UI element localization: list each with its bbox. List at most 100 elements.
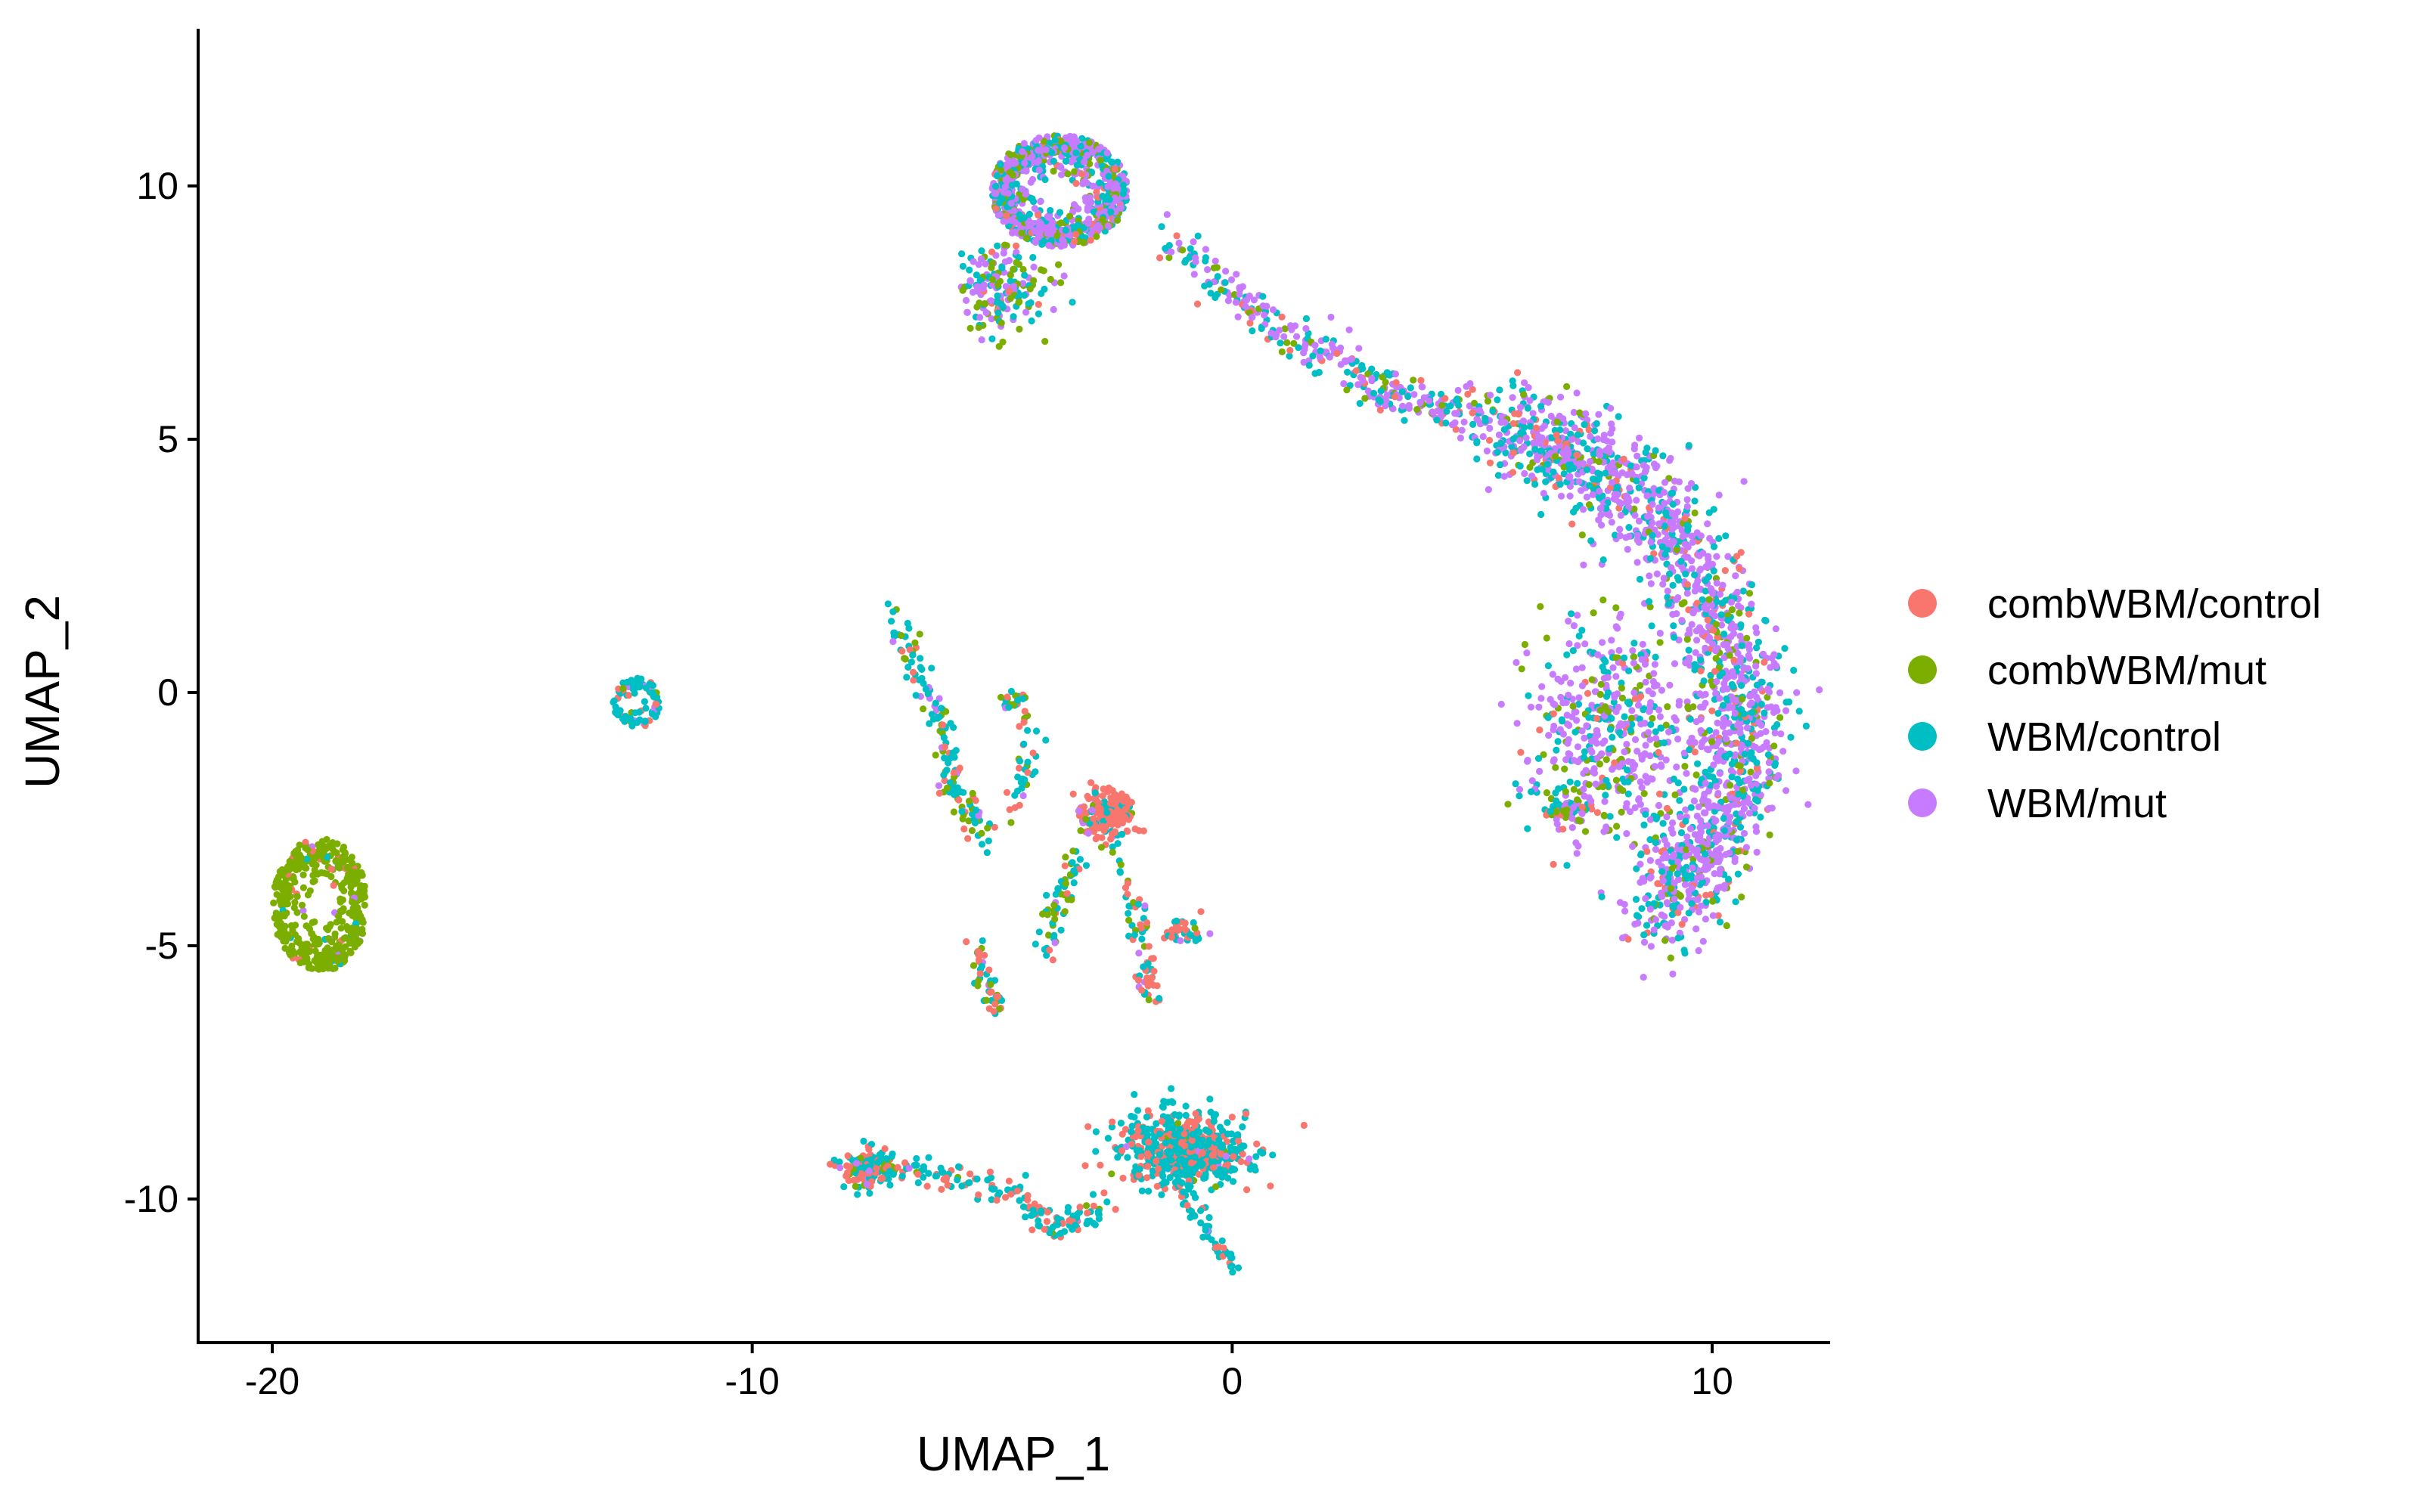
data-point — [1700, 677, 1708, 685]
data-point — [1646, 836, 1654, 844]
data-point — [1326, 353, 1333, 361]
data-point — [1702, 779, 1709, 787]
data-point — [1777, 730, 1785, 738]
data-point — [1681, 871, 1689, 878]
data-point — [935, 782, 943, 789]
data-point — [1637, 692, 1645, 700]
data-point — [1593, 727, 1601, 735]
data-point — [1630, 445, 1638, 453]
data-point — [1521, 469, 1528, 478]
data-point — [302, 855, 311, 863]
data-point — [1512, 658, 1520, 667]
data-point — [1736, 823, 1745, 831]
data-point — [1668, 538, 1676, 545]
data-point — [1048, 149, 1056, 156]
data-point — [1733, 739, 1740, 747]
data-point — [1611, 759, 1618, 767]
data-point — [901, 655, 908, 662]
data-point — [1653, 570, 1661, 578]
data-point — [1616, 532, 1624, 540]
data-point — [1612, 673, 1620, 680]
data-point — [1531, 480, 1539, 488]
data-point — [1730, 656, 1738, 664]
data-point — [300, 943, 308, 950]
data-point — [1575, 694, 1583, 702]
data-point — [867, 1156, 875, 1163]
data-point — [1007, 819, 1015, 826]
data-point — [1207, 290, 1215, 297]
data-point — [1669, 819, 1677, 827]
data-point — [898, 632, 905, 640]
data-point — [1617, 512, 1624, 519]
data-point — [1656, 630, 1664, 637]
data-point — [1727, 624, 1735, 632]
data-point — [975, 948, 982, 956]
data-point — [1062, 227, 1069, 234]
data-point — [1018, 785, 1025, 792]
data-point — [1716, 866, 1724, 873]
data-point — [1075, 807, 1083, 815]
data-point — [1634, 559, 1641, 566]
data-point — [946, 779, 954, 786]
data-point — [1751, 795, 1759, 804]
data-point — [1720, 654, 1728, 662]
data-point — [1593, 476, 1601, 484]
data-point — [1181, 259, 1189, 266]
data-point — [1168, 248, 1175, 256]
data-point — [1642, 448, 1649, 457]
data-point — [1675, 875, 1683, 884]
data-point — [1571, 728, 1579, 736]
data-point — [642, 705, 650, 712]
data-point — [1038, 266, 1045, 274]
data-point — [1051, 136, 1059, 144]
data-point — [1543, 634, 1550, 642]
data-point — [981, 951, 988, 959]
data-point — [994, 242, 1001, 249]
data-point — [335, 912, 343, 920]
data-point — [1716, 749, 1723, 757]
data-point — [1258, 324, 1265, 333]
data-point — [1640, 705, 1648, 713]
data-point — [1615, 646, 1623, 655]
data-point — [1075, 205, 1082, 212]
data-point — [1056, 209, 1064, 216]
data-point — [1212, 293, 1219, 302]
data-point — [1714, 803, 1722, 810]
data-point — [1641, 661, 1649, 668]
data-point — [1669, 829, 1677, 837]
data-point — [1731, 801, 1739, 808]
data-point — [1537, 447, 1544, 455]
data-point — [1575, 700, 1583, 708]
data-point — [836, 1164, 844, 1172]
data-point — [1578, 531, 1586, 539]
data-point — [1517, 429, 1525, 437]
data-point — [1528, 788, 1535, 795]
data-point — [1700, 866, 1708, 873]
data-point — [1646, 572, 1653, 580]
data-point — [888, 1153, 895, 1160]
data-point — [1697, 727, 1705, 735]
data-point — [1117, 204, 1125, 212]
data-point — [884, 600, 892, 608]
data-point — [840, 1183, 848, 1191]
data-point — [1061, 908, 1069, 916]
data-point — [1661, 937, 1669, 944]
data-point — [1662, 756, 1670, 764]
data-point — [982, 260, 989, 268]
data-point — [1114, 840, 1122, 847]
data-point — [1105, 172, 1112, 180]
data-point — [1568, 610, 1575, 618]
data-point — [1705, 556, 1712, 563]
data-point — [1633, 477, 1640, 485]
data-point — [340, 934, 348, 942]
data-point — [1605, 689, 1612, 696]
data-point — [1618, 760, 1626, 767]
data-point — [1686, 746, 1693, 754]
data-point — [1682, 853, 1689, 860]
data-point — [1590, 609, 1597, 617]
data-point — [1049, 956, 1056, 964]
data-point — [349, 860, 356, 867]
data-point — [1657, 761, 1665, 769]
data-point — [329, 845, 337, 853]
data-point — [1607, 404, 1615, 412]
